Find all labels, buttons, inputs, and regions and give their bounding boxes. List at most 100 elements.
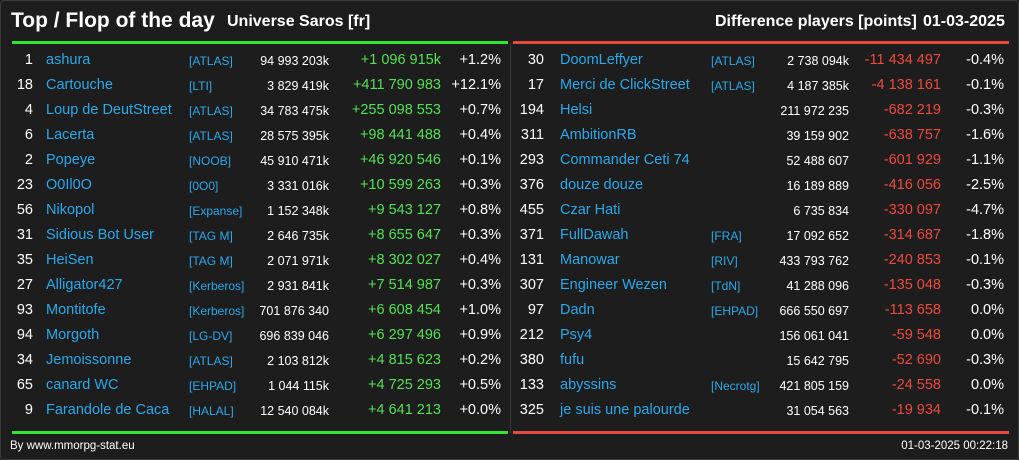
player-name-link[interactable]: Commander Ceti 74	[560, 152, 690, 168]
alliance-tag-link[interactable]: [ATLAS]	[189, 354, 233, 368]
alliance-tag-link[interactable]: [LG-DV]	[189, 329, 233, 343]
player-name-link[interactable]: Farandole de Caca	[46, 402, 170, 418]
percent-cell: -4.7%	[966, 202, 1004, 218]
alliance-tag-link[interactable]: [0O0]	[189, 179, 219, 193]
points-cell: 3 331 016k	[267, 179, 329, 193]
delta-cell: -19 934	[891, 402, 941, 418]
flop-row: 307 Engineer Wezen [TdN] 41 288 096 -135 048…	[511, 274, 1019, 299]
top-row: 34 Jemoissonne [ATLAS] 2 103 812k +4 815 623…	[1, 349, 509, 374]
alliance-tag-link[interactable]: [TdN]	[711, 279, 741, 293]
percent-cell: +0.0%	[459, 402, 501, 418]
player-name-link[interactable]: je suis une palourde	[560, 402, 690, 418]
rank-cell: 380	[519, 352, 544, 368]
delta-cell: -4 138 161	[871, 77, 941, 93]
player-name-link[interactable]: Dadn	[560, 302, 595, 318]
alliance-tag-link[interactable]: [ATLAS]	[189, 54, 233, 68]
player-name-link[interactable]: Lacerta	[46, 127, 95, 143]
alliance-tag-link[interactable]: [Kerberos]	[189, 304, 245, 318]
delta-cell: +6 608 454	[368, 302, 441, 318]
delta-cell: +46 920 546	[359, 152, 441, 168]
player-name-link[interactable]: DoomLeffyer	[560, 52, 643, 68]
percent-cell: 0.0%	[970, 377, 1004, 393]
points-cell: 52 488 607	[786, 154, 849, 168]
percent-cell: +0.5%	[459, 377, 501, 393]
player-name-link[interactable]: Engineer Wezen	[560, 277, 667, 293]
player-name-link[interactable]: Loup de DeutStreet	[46, 102, 172, 118]
player-name-link[interactable]: Psy4	[560, 327, 593, 343]
rank-cell: 376	[519, 177, 544, 193]
rank-cell: 1	[24, 52, 33, 68]
percent-cell: +0.4%	[459, 252, 501, 268]
delta-cell: +10 599 263	[359, 177, 441, 193]
player-name-link[interactable]: Cartouche	[46, 77, 113, 93]
rank-cell: 4	[24, 102, 33, 118]
rank-cell: 2	[24, 152, 33, 168]
player-name-link[interactable]: HeiSen	[46, 252, 94, 268]
top-row: 1 ashura [ATLAS] 94 993 203k +1 096 915k +1.2…	[1, 49, 509, 74]
header: Top / Flop of the day Universe Saros [fr…	[1, 1, 1019, 41]
alliance-tag-link[interactable]: [ATLAS]	[189, 104, 233, 118]
footer-timestamp: 01-03-2025 00:22:18	[901, 440, 1008, 452]
points-cell: 1 152 348k	[267, 204, 329, 218]
points-cell: 16 189 889	[786, 179, 849, 193]
alliance-tag-link[interactable]: [RIV]	[711, 254, 738, 268]
points-cell: 34 783 475k	[260, 104, 329, 118]
points-cell: 2 071 971k	[267, 254, 329, 268]
player-name-link[interactable]: canard WC	[46, 377, 119, 393]
player-name-link[interactable]: Morgoth	[46, 327, 100, 343]
player-name-link[interactable]: FullDawah	[560, 227, 629, 243]
player-name-link[interactable]: Montitofe	[46, 302, 106, 318]
player-name-link[interactable]: fufu	[560, 352, 585, 368]
top-row: 2 Popeye [NOOB] 45 910 471k +46 920 546 +0.1%	[1, 149, 509, 174]
player-name-link[interactable]: Jemoissonne	[46, 352, 132, 368]
player-name-link[interactable]: Manowar	[560, 252, 620, 268]
player-name-link[interactable]: Popeye	[46, 152, 96, 168]
rank-cell: 56	[16, 202, 33, 218]
player-name-link[interactable]: AmbitionRB	[560, 127, 637, 143]
percent-cell: +0.8%	[459, 202, 501, 218]
alliance-tag-link[interactable]: [TAG M]	[189, 229, 233, 243]
alliance-tag-link[interactable]: [HALAL]	[189, 404, 234, 418]
delta-cell: +4 815 623	[368, 352, 441, 368]
flop-separator-line	[513, 41, 1009, 44]
alliance-tag-link[interactable]: [ATLAS]	[711, 54, 755, 68]
top-row: 31 Sidious Bot User [TAG M] 2 646 735k +8 65…	[1, 224, 509, 249]
alliance-tag-link[interactable]: [LTI]	[189, 79, 213, 93]
alliance-tag-link[interactable]: [ATLAS]	[711, 79, 755, 93]
top-separator-line	[12, 41, 508, 44]
player-name-link[interactable]: abyssins	[560, 377, 617, 393]
top-row: 56 Nikopol [Expanse] 1 152 348k +9 543 127 +0…	[1, 199, 509, 224]
alliance-tag-link[interactable]: [Kerberos]	[189, 279, 245, 293]
alliance-tag-link[interactable]: [EHPAD]	[711, 304, 759, 318]
percent-cell: +12.1%	[451, 77, 501, 93]
percent-cell: -1.1%	[966, 152, 1004, 168]
alliance-tag-link[interactable]: [EHPAD]	[189, 379, 237, 393]
alliance-tag-link[interactable]: [Necrotg]	[711, 379, 760, 393]
alliance-tag-link[interactable]: [Expanse]	[189, 204, 243, 218]
delta-cell: +411 790 983	[352, 77, 441, 93]
percent-cell: +1.0%	[459, 302, 501, 318]
player-name-link[interactable]: Alligator427	[46, 277, 123, 293]
flop-row: 97 Dadn [EHPAD] 666 550 697 -113 658 0.0%	[511, 299, 1019, 324]
alliance-tag-link[interactable]: [FRA]	[711, 229, 742, 243]
percent-cell: -0.1%	[966, 252, 1004, 268]
player-name-link[interactable]: Sidious Bot User	[46, 227, 154, 243]
rank-cell: 131	[519, 252, 544, 268]
points-cell: 433 793 762	[779, 254, 849, 268]
rank-cell: 27	[16, 277, 33, 293]
points-cell: 15 642 795	[786, 354, 849, 368]
alliance-tag-link[interactable]: [TAG M]	[189, 254, 233, 268]
player-name-link[interactable]: Merci de ClickStreet	[560, 77, 690, 93]
top-row: 65 canard WC [EHPAD] 1 044 115k +4 725 293 +0…	[1, 374, 509, 399]
player-name-link[interactable]: Czar Hati	[560, 202, 621, 218]
player-name-link[interactable]: ashura	[46, 52, 91, 68]
percent-cell: +0.3%	[459, 227, 501, 243]
percent-cell: -1.8%	[966, 227, 1004, 243]
player-name-link[interactable]: douze douze	[560, 177, 644, 193]
alliance-tag-link[interactable]: [ATLAS]	[189, 129, 233, 143]
player-name-link[interactable]: O0Il0O	[46, 177, 92, 193]
player-name-link[interactable]: Helsi	[560, 102, 593, 118]
player-name-link[interactable]: Nikopol	[46, 202, 95, 218]
alliance-tag-link[interactable]: [NOOB]	[189, 154, 232, 168]
